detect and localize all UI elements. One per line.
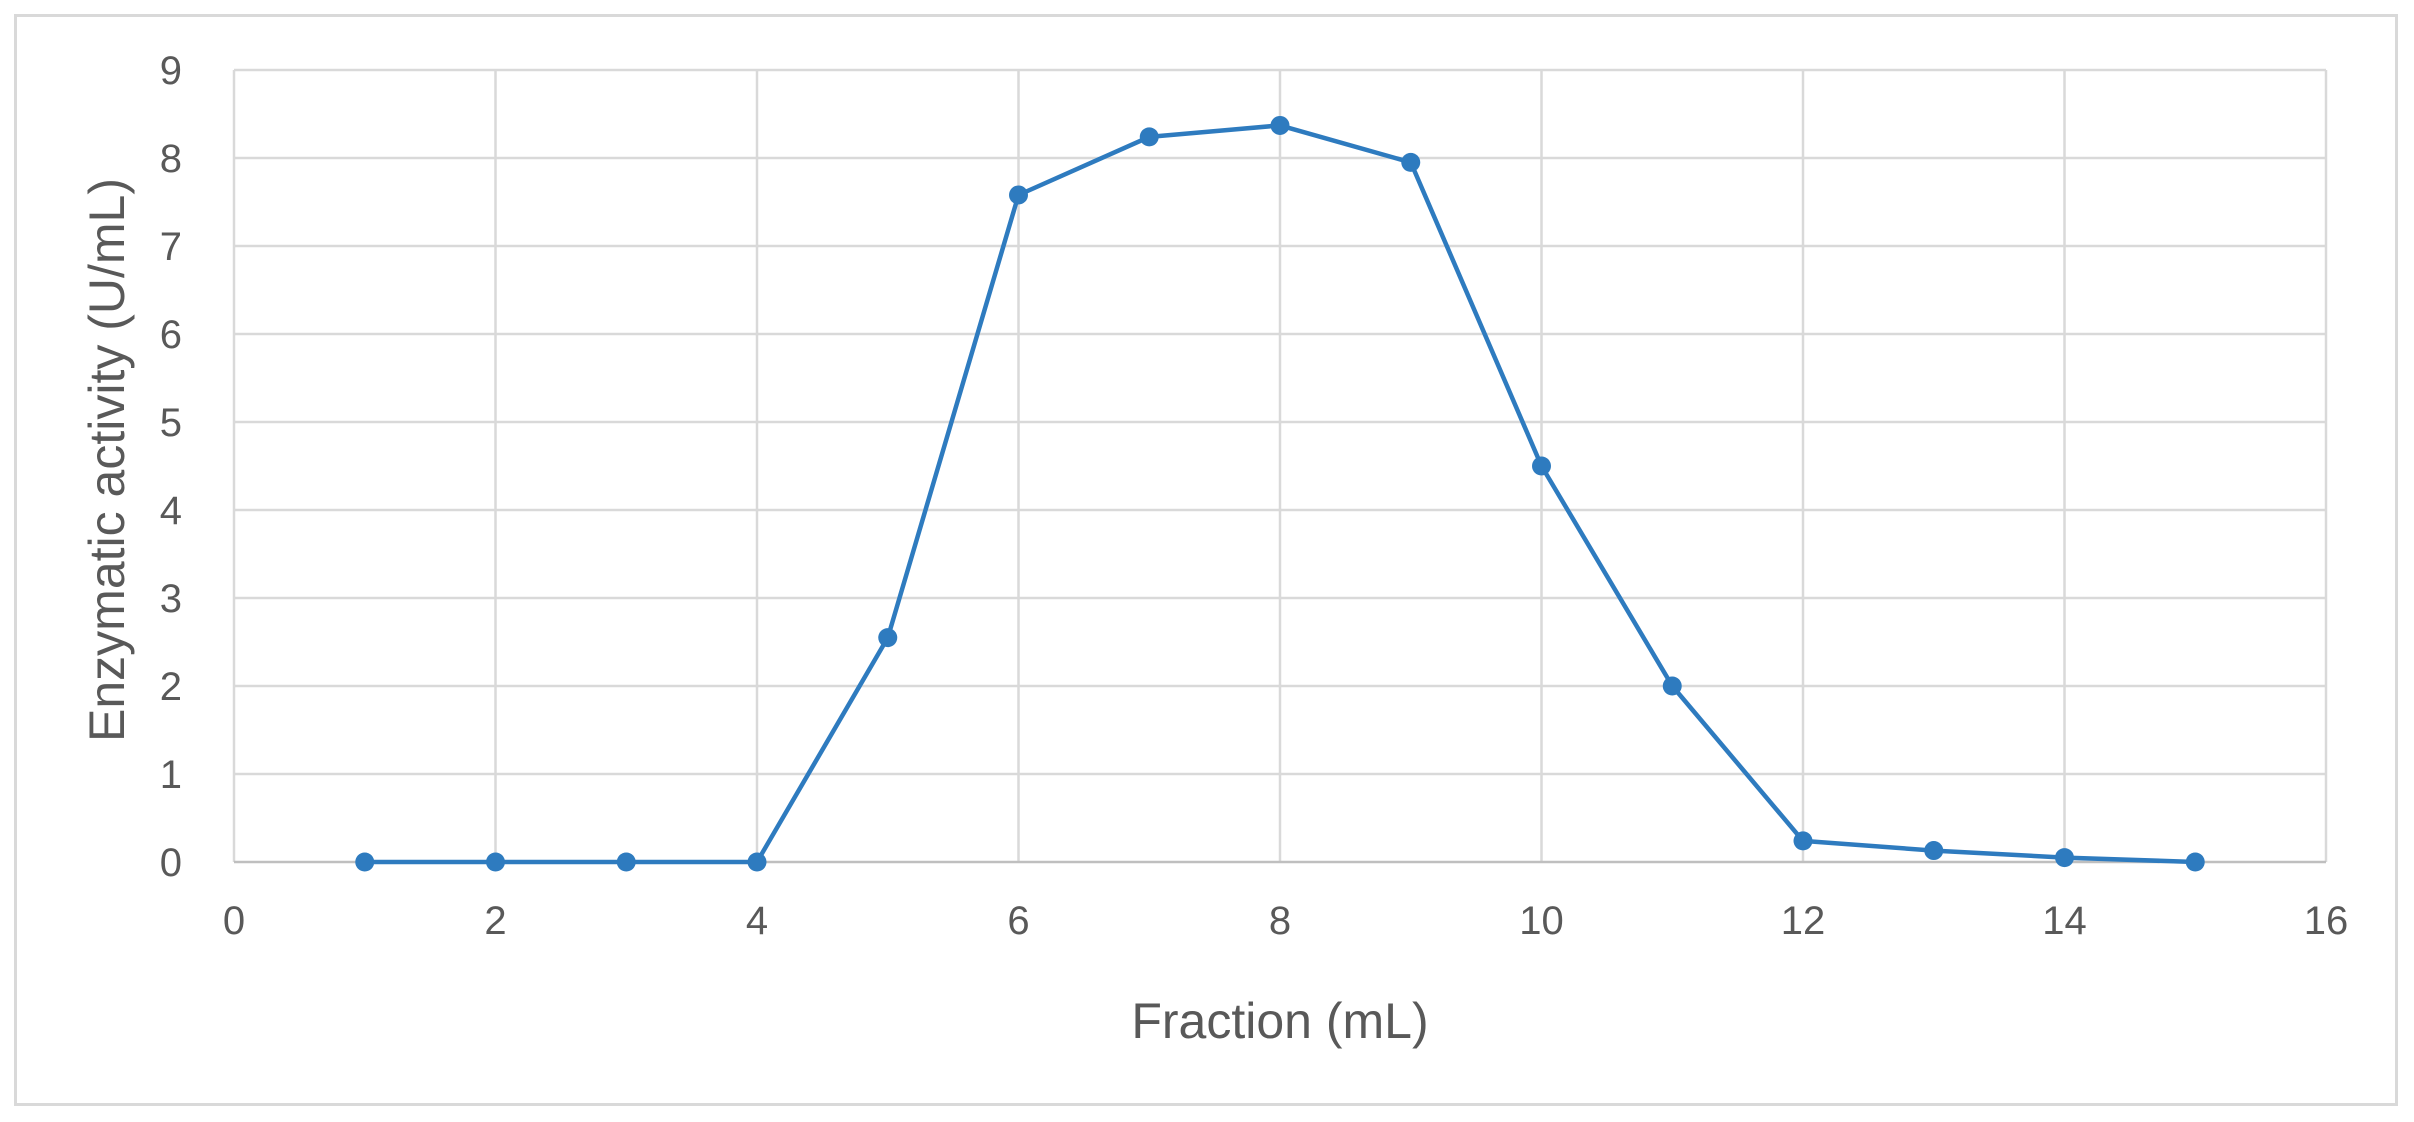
x-tick-label: 10 [1519, 899, 1564, 943]
data-point [1139, 127, 1159, 147]
data-point [1270, 115, 1290, 135]
x-tick-label: 0 [223, 899, 245, 943]
y-axis-title: Enzymatic activity (U/mL) [79, 178, 135, 742]
label-layer: Fraction (mL) Enzymatic activity (U/mL) [79, 178, 1429, 1049]
y-tick-label: 0 [160, 841, 182, 885]
x-tick-label: 14 [2042, 899, 2087, 943]
data-point [1924, 841, 1944, 861]
data-point [2185, 852, 2205, 872]
grid-layer [232, 68, 2328, 862]
chart-frame [14, 14, 2398, 1106]
y-tick-label: 5 [160, 401, 182, 445]
x-tick-label: 12 [1781, 899, 1826, 943]
y-tick-label: 6 [160, 313, 182, 357]
data-point [747, 852, 767, 872]
data-point [355, 852, 375, 872]
x-tick-label: 2 [484, 899, 506, 943]
data-point [1009, 185, 1028, 205]
y-tick-label: 3 [160, 577, 182, 621]
y-tick-label: 2 [160, 665, 182, 709]
data-point [2055, 848, 2074, 868]
data-point [1793, 831, 1813, 851]
data-point [486, 852, 505, 872]
x-tick-label: 8 [1269, 899, 1291, 943]
x-tick-label: 6 [1007, 899, 1029, 943]
y-tick-label: 8 [160, 137, 182, 181]
data-point [1532, 456, 1551, 476]
x-axis-title: Fraction (mL) [1131, 993, 1428, 1049]
x-tick-label: 16 [2304, 899, 2349, 943]
data-point [616, 852, 636, 872]
data-point [878, 628, 898, 648]
y-tick-label: 1 [160, 753, 182, 797]
data-point [1401, 152, 1421, 172]
x-tick-label: 4 [746, 899, 768, 943]
y-tick-label: 9 [160, 49, 182, 93]
y-tick-label: 4 [160, 489, 182, 533]
y-tick-label: 7 [160, 225, 182, 269]
data-point [1662, 676, 1682, 696]
series-layer [355, 115, 2205, 872]
